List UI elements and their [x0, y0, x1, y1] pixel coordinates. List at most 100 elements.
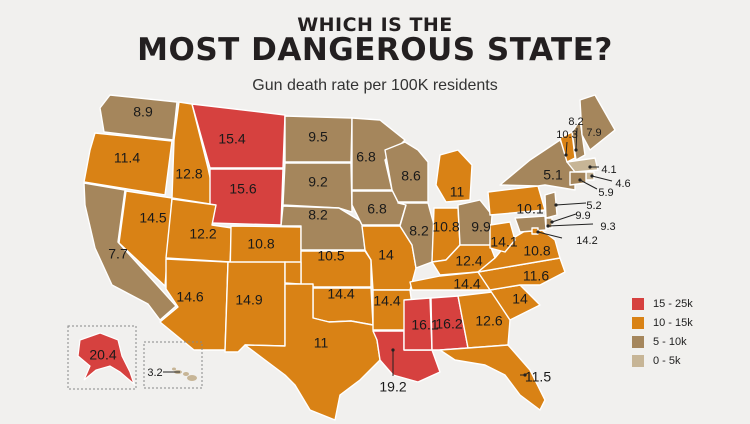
state-value-me: 7.9: [586, 127, 601, 139]
leader-line-de: [551, 213, 577, 223]
state-value-pa: 10.1: [516, 201, 543, 217]
leader-dot-de: [550, 220, 554, 224]
leader-dot-ri: [590, 174, 594, 178]
state-wa: [99, 94, 178, 141]
map-kicker: WHICH IS THE: [297, 14, 453, 36]
state-md: [514, 215, 547, 233]
legend-item-5-10: 5 - 10k: [632, 333, 693, 351]
state-value-il: 8.2: [409, 223, 429, 239]
state-nd: [284, 115, 353, 163]
state-value-mt: 15.4: [218, 131, 245, 147]
state-hi: [172, 367, 197, 381]
leader-dot-ma: [588, 165, 592, 169]
state-value-va: 10.8: [523, 243, 550, 259]
state-value-vt: 10.3: [556, 129, 577, 141]
state-value-ne: 8.2: [308, 207, 328, 223]
state-value-nv: 14.5: [139, 210, 166, 226]
state-value-fl: 11.5: [525, 369, 551, 385]
state-me: [579, 94, 616, 151]
state-value-wa: 8.9: [133, 104, 153, 120]
state-value-az: 14.6: [176, 289, 203, 305]
state-vt: [559, 131, 576, 163]
map-title: MOST DANGEROUS STATE?: [137, 32, 613, 68]
state-sd: [282, 162, 353, 213]
leader-line-ri: [591, 175, 613, 182]
state-value-id: 12.8: [175, 166, 202, 182]
state-mn: [351, 117, 406, 191]
state-value-ga: 12.6: [475, 313, 502, 329]
state-value-ny: 5.1: [543, 167, 563, 183]
state-value-ak: 20.4: [89, 347, 116, 363]
leader-dot-fl: [523, 373, 527, 377]
state-nj: [544, 191, 558, 219]
alaska-inset-frame: [67, 325, 137, 390]
state-value-mn: 6.8: [356, 149, 376, 165]
state-value-wv: 14.1: [490, 234, 517, 250]
state-value-nd: 9.5: [308, 129, 328, 145]
state-value-ut: 12.2: [189, 226, 216, 242]
state-value-al: 16.2: [435, 316, 462, 332]
state-value-nj: 5.2: [586, 200, 601, 212]
state-ne: [280, 205, 366, 251]
state-value-ca: 7.7: [108, 246, 128, 262]
state-value-hi: 3.2: [147, 367, 162, 379]
state-value-oh: 9.9: [471, 219, 491, 235]
leader-line-nj: [555, 202, 587, 206]
leader-dot-ct: [578, 178, 582, 182]
state-value-de: 9.9: [575, 210, 590, 222]
legend-swatch-10-15: [632, 317, 644, 329]
state-value-ct: 5.9: [598, 187, 613, 199]
state-il: [397, 202, 435, 269]
leader-dot-la: [391, 348, 395, 352]
state-value-ok: 14.4: [327, 286, 354, 302]
state-value-ky: 12.4: [455, 253, 482, 269]
state-or: [83, 132, 173, 196]
leader-dot-md: [546, 224, 550, 228]
state-value-in: 10.8: [432, 219, 459, 235]
leader-line-dc: [537, 231, 563, 239]
hawaii-inset-frame: [143, 341, 203, 389]
state-value-nh: 8.2: [568, 116, 583, 128]
legend-swatch-0-5: [632, 355, 644, 367]
state-ak: [77, 332, 136, 386]
state-value-sc: 14: [512, 291, 528, 307]
state-value-dc: 14.2: [576, 235, 597, 247]
state-value-or: 11.4: [114, 150, 140, 166]
state-value-ma: 4.1: [601, 164, 616, 176]
state-mi: [435, 149, 473, 203]
state-wv: [489, 221, 516, 253]
leader-dot-dc: [536, 230, 540, 234]
state-value-mi: 11: [450, 184, 465, 200]
state-value-ia: 6.8: [367, 201, 387, 217]
leader-dot-nj: [554, 203, 558, 207]
state-value-md: 9.3: [600, 221, 615, 233]
state-wy: [209, 168, 284, 226]
state-value-wy: 15.6: [229, 181, 256, 197]
state-value-mo: 14: [378, 247, 394, 263]
state-value-sd: 9.2: [308, 174, 328, 190]
state-ky: [431, 244, 496, 276]
state-nv: [118, 190, 173, 287]
state-value-wi: 8.6: [401, 168, 421, 184]
state-value-ri: 4.6: [615, 178, 630, 190]
state-value-tn: 14.4: [453, 276, 480, 292]
leader-dot-vt: [564, 153, 568, 157]
state-ct: [569, 171, 587, 186]
legend-label-0-5: 0 - 5k: [653, 355, 681, 367]
state-value-la: 19.2: [379, 379, 406, 395]
leader-line-md: [547, 223, 594, 227]
state-mt: [191, 103, 286, 169]
state-value-nm: 14.9: [235, 292, 262, 308]
state-tx: [244, 283, 381, 421]
legend-swatch-15-25: [632, 298, 644, 310]
legend-item-10-15: 10 - 15k: [632, 314, 693, 332]
state-ca: [83, 182, 177, 321]
leader-line-nh: [575, 127, 578, 151]
state-value-nc: 11.6: [523, 268, 549, 284]
legend-label-5-10: 5 - 10k: [653, 336, 687, 348]
legend-item-0-5: 0 - 5k: [632, 352, 693, 370]
leader-line-ct: [579, 179, 598, 190]
legend-swatch-5-10: [632, 336, 644, 348]
state-wi: [384, 141, 429, 203]
